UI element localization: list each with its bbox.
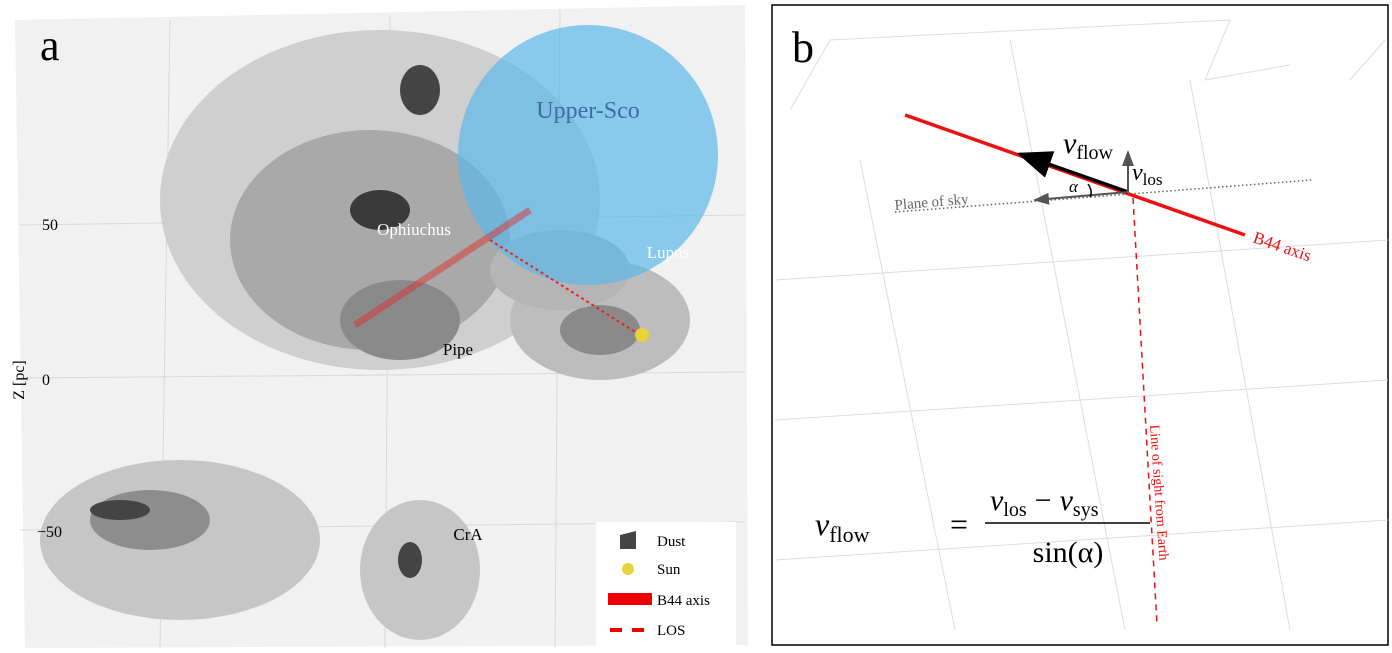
sun (635, 328, 649, 342)
legend-label: B44 axis (657, 593, 710, 609)
legend-label: Dust (657, 534, 686, 550)
tick-label: 0 (42, 372, 50, 389)
region-label: CrA (453, 525, 483, 544)
region-label: Upper-Sco (536, 98, 640, 124)
legend-label: LOS (657, 623, 685, 639)
panel-label: b (792, 23, 814, 72)
legend-icon (622, 563, 634, 575)
axis-label: Z [pc] (11, 360, 28, 400)
figure: a Upper-Sco Ophiuchus Lupus Pipe CrA Z [… (0, 0, 1392, 648)
region-label: Pipe (443, 340, 473, 359)
panel-b: b vflow vlos α Plane of sky B44 axis Lin… (772, 5, 1388, 645)
panel-a: a Upper-Sco Ophiuchus Lupus Pipe CrA Z [… (11, 5, 748, 648)
tick-label: −50 (37, 524, 62, 541)
equation-term: = (950, 506, 968, 542)
legend-icon (608, 593, 652, 605)
region-label: Lupus (647, 243, 690, 262)
symbol: α (1069, 177, 1079, 196)
page: {"panel_a": {"label": "a", "regions": {"… (0, 0, 1392, 648)
region-label: Ophiuchus (377, 220, 451, 239)
equation-term: sin(α) (1033, 536, 1104, 569)
legend-label: Sun (657, 562, 681, 578)
panel-label: a (40, 21, 60, 70)
legend: Dust Sun B44 axis LOS (596, 522, 736, 646)
tick-label: 50 (42, 217, 58, 234)
